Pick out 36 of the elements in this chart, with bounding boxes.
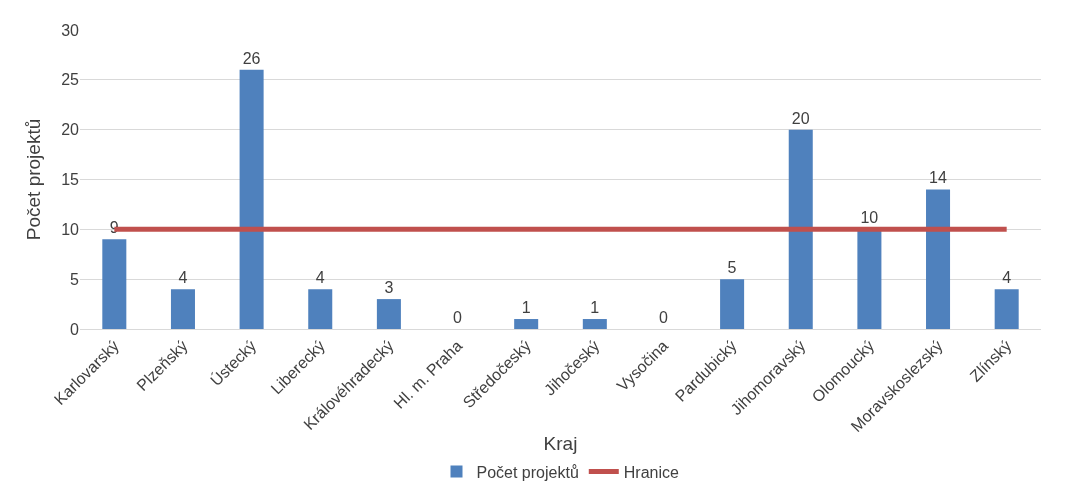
- bar: [308, 289, 333, 329]
- data-label: 4: [1002, 269, 1012, 287]
- bar: [994, 289, 1019, 329]
- bar: [857, 229, 882, 329]
- y-tick-label: 20: [61, 121, 80, 139]
- data-label: 10: [860, 209, 879, 227]
- data-label: 4: [315, 269, 325, 287]
- data-label: 0: [453, 309, 463, 326]
- y-tick-label: 25: [61, 71, 80, 89]
- y-tick-label: 30: [61, 21, 80, 39]
- bar: [926, 189, 951, 329]
- bar: [720, 279, 745, 329]
- y-tick-label: 0: [70, 320, 80, 338]
- data-label: 3: [384, 279, 394, 297]
- data-label: 20: [791, 109, 810, 127]
- data-label: 1: [590, 299, 600, 317]
- bar: [239, 69, 264, 329]
- bar: [376, 299, 401, 329]
- y-tick-label: 5: [70, 270, 80, 288]
- data-label: 5: [727, 259, 737, 277]
- bar: [788, 129, 813, 329]
- data-label: 26: [242, 49, 261, 67]
- y-tick-label: 10: [61, 220, 80, 238]
- data-label: 1: [521, 299, 531, 317]
- bar: [514, 319, 539, 329]
- data-label: 0: [658, 309, 668, 326]
- bar: [102, 239, 127, 329]
- data-label: 14: [929, 169, 947, 187]
- legend-label: Hranice: [623, 463, 680, 481]
- x-axis-title: Kraj: [543, 432, 578, 454]
- y-axis-title: Počet projektů: [23, 118, 45, 241]
- legend-label: Počet projektů: [476, 463, 579, 481]
- bar: [170, 289, 195, 329]
- bar: [582, 319, 607, 329]
- y-tick-label: 15: [61, 171, 80, 189]
- data-label: 4: [178, 269, 188, 287]
